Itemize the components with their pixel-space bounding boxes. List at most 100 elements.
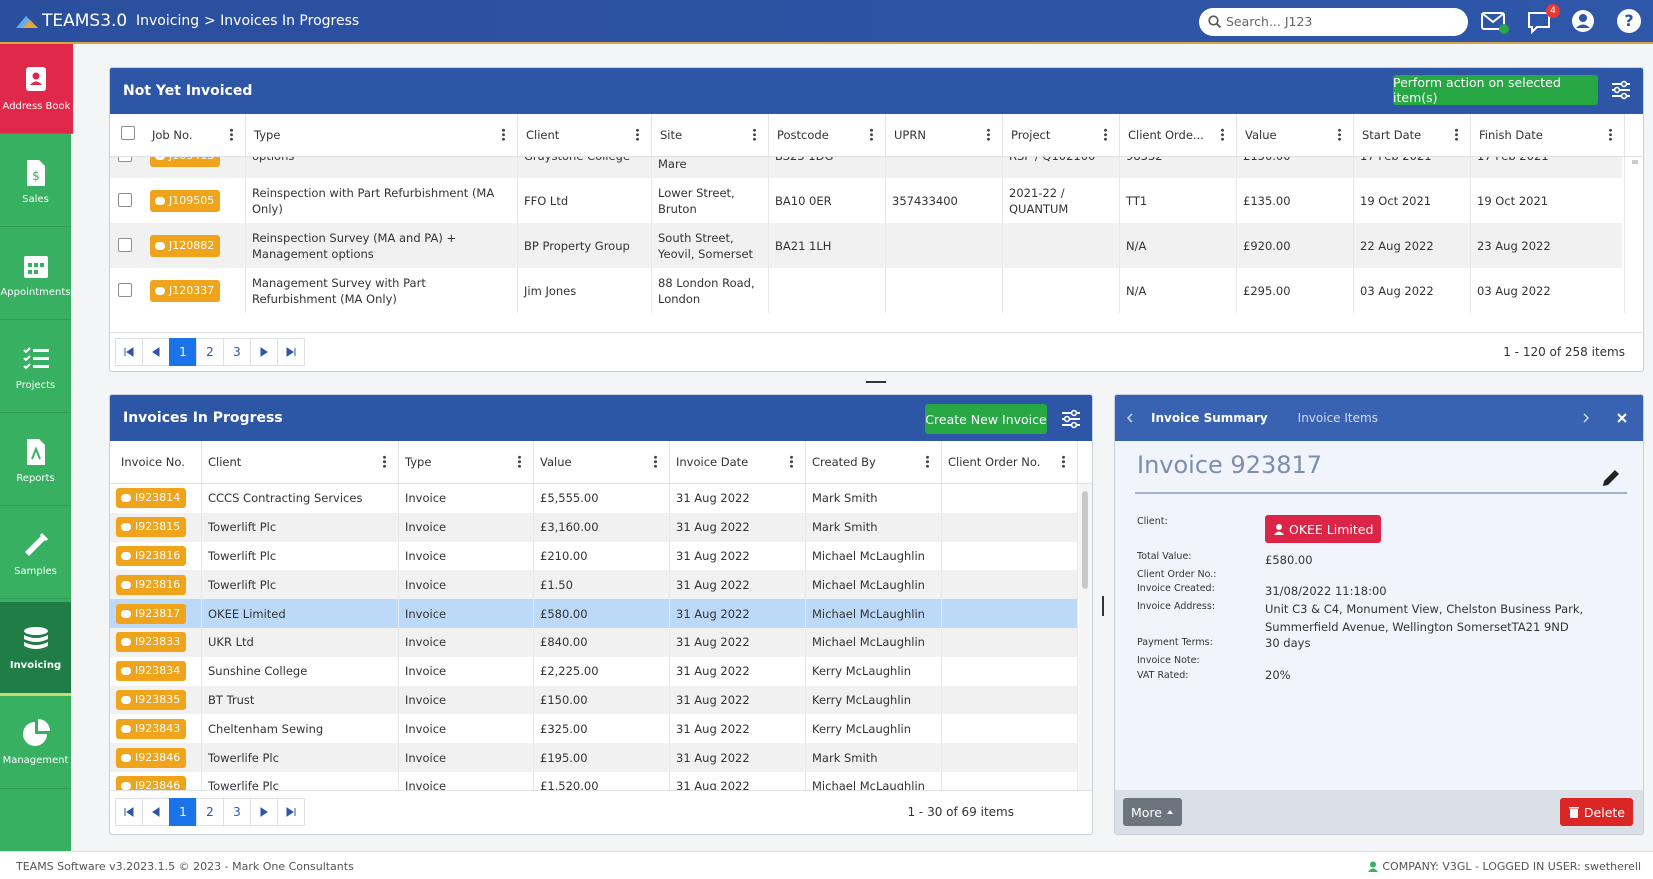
job-badge[interactable]: J120882 (150, 235, 220, 257)
splitter-handle[interactable] (866, 381, 886, 383)
next-page[interactable] (250, 798, 278, 826)
table-row[interactable]: I923817OKEE LimitedInvoice£580.0031 Aug … (110, 599, 1078, 628)
column-header[interactable]: Type (246, 114, 518, 156)
column-header[interactable]: Client (202, 441, 399, 483)
column-menu[interactable] (636, 128, 639, 141)
column-menu[interactable] (987, 128, 990, 141)
prev-page[interactable] (142, 798, 170, 826)
column-header[interactable]: Client Order No. (942, 441, 1078, 483)
table-row[interactable]: I923815Towerlift PlcInvoice£3,160.0031 A… (110, 513, 1078, 542)
column-menu[interactable] (1609, 128, 1612, 141)
first-page[interactable] (115, 338, 143, 366)
column-menu[interactable] (383, 455, 386, 468)
invoice-badge[interactable]: I923833 (116, 632, 186, 652)
user-icon[interactable] (1571, 9, 1595, 33)
row-checkbox[interactable] (118, 238, 132, 252)
invoice-badge[interactable]: I923816 (116, 575, 186, 595)
invoice-badge[interactable]: I923846 (116, 776, 186, 790)
column-header[interactable]: Value (534, 441, 670, 483)
column-menu[interactable] (654, 455, 657, 468)
last-page[interactable] (277, 338, 305, 366)
prev-tab[interactable] (1125, 412, 1135, 424)
page-number[interactable]: 3 (223, 798, 251, 826)
row-checkbox[interactable] (118, 193, 132, 207)
nav-item[interactable]: Address Book (0, 44, 73, 134)
invoice-badge[interactable]: I923814 (116, 488, 186, 508)
page-number[interactable]: 2 (196, 798, 224, 826)
column-header[interactable]: Invoice Date (670, 441, 806, 483)
invoice-badge[interactable]: I923834 (116, 661, 186, 681)
table-row[interactable]: I923814CCCS Contracting ServicesInvoice£… (110, 484, 1078, 513)
action-button[interactable]: Perform action on selected item(s) (1393, 75, 1598, 105)
column-menu[interactable] (230, 128, 233, 141)
table-row[interactable]: I923843Cheltenham SewingInvoice£325.0031… (110, 714, 1078, 743)
nav-item[interactable]: Samples (0, 509, 71, 599)
close-button[interactable] (1617, 413, 1627, 423)
page-number[interactable]: 1 (169, 338, 197, 366)
delete-button[interactable]: Delete (1560, 798, 1633, 826)
settings-button[interactable] (1611, 80, 1631, 100)
page-number[interactable]: 1 (169, 798, 197, 826)
column-menu[interactable] (1338, 128, 1341, 141)
column-header[interactable]: Value (1237, 114, 1354, 156)
page-number[interactable]: 2 (196, 338, 224, 366)
tab-active[interactable]: Invoice Summary (1151, 411, 1268, 425)
select-all-checkbox[interactable] (121, 126, 135, 140)
column-menu[interactable] (753, 128, 756, 141)
column-menu[interactable] (1062, 455, 1065, 468)
row-checkbox[interactable] (118, 283, 132, 297)
column-header[interactable]: Client Orde... (1120, 114, 1237, 156)
column-menu[interactable] (870, 128, 873, 141)
job-badge[interactable]: J103413 (150, 157, 220, 167)
column-header[interactable]: Project (1003, 114, 1120, 156)
settings-button[interactable] (1061, 409, 1081, 429)
mail-icon[interactable] (1481, 10, 1510, 35)
nav-item[interactable]: Projects (0, 323, 71, 413)
table-row[interactable]: I923835BT TrustInvoice£150.0031 Aug 2022… (110, 686, 1078, 715)
column-menu[interactable] (1455, 128, 1458, 141)
column-header[interactable]: Client (518, 114, 652, 156)
first-page[interactable] (115, 798, 143, 826)
column-header[interactable]: Finish Date (1471, 114, 1625, 156)
table-row[interactable]: I923834Sunshine CollegeInvoice£2,225.003… (110, 657, 1078, 686)
nav-item[interactable]: Reports (0, 416, 71, 506)
table-row[interactable]: I923816Towerlift PlcInvoice£1.5031 Aug 2… (110, 570, 1078, 599)
column-header[interactable]: Job No. (144, 114, 246, 156)
create-invoice-button[interactable]: Create New Invoice (925, 404, 1047, 434)
help-icon[interactable]: ? (1617, 9, 1641, 33)
job-badge[interactable]: J109505 (150, 190, 220, 212)
column-header[interactable]: Postcode (769, 114, 886, 156)
nav-item[interactable]: Invoicing (0, 602, 71, 696)
table-row[interactable]: I923816Towerlift PlcInvoice£210.0031 Aug… (110, 542, 1078, 571)
nav-item[interactable]: $Sales (0, 137, 71, 227)
nav-item[interactable]: Management (0, 696, 71, 789)
column-menu[interactable] (790, 455, 793, 468)
invoice-badge[interactable]: I923817 (116, 604, 186, 624)
row-checkbox[interactable] (118, 157, 132, 162)
edit-button[interactable] (1601, 468, 1621, 488)
table-row[interactable]: I923833UKR LtdInvoice£840.0031 Aug 2022M… (110, 628, 1078, 657)
invoice-badge[interactable]: I923846 (116, 748, 186, 768)
table-row[interactable]: I923846Towerlife PlcInvoice£1,520.0031 A… (110, 772, 1078, 790)
column-menu[interactable] (502, 128, 505, 141)
prev-page[interactable] (142, 338, 170, 366)
column-header[interactable]: Site (652, 114, 769, 156)
invoice-badge[interactable]: I923843 (116, 719, 186, 739)
invoice-badge[interactable]: I923816 (116, 546, 186, 566)
breadcrumb-link[interactable]: Invoicing (136, 13, 199, 29)
job-badge[interactable]: J120337 (150, 280, 220, 302)
splitter-handle[interactable] (1102, 596, 1104, 616)
next-tab[interactable] (1581, 412, 1591, 424)
invoice-badge[interactable]: I923835 (116, 690, 186, 710)
column-header[interactable]: UPRN (886, 114, 1003, 156)
column-header[interactable]: Invoice No. (110, 441, 202, 483)
column-header[interactable]: Start Date (1354, 114, 1471, 156)
nav-item[interactable]: Appointments (0, 230, 71, 320)
page-number[interactable]: 3 (223, 338, 251, 366)
column-menu[interactable] (518, 455, 521, 468)
column-menu[interactable] (1104, 128, 1107, 141)
table-row[interactable]: I923846Towerlife PlcInvoice£195.0031 Aug… (110, 743, 1078, 772)
column-header[interactable]: Created By (806, 441, 942, 483)
next-page[interactable] (250, 338, 278, 366)
more-button[interactable]: More (1123, 798, 1182, 826)
